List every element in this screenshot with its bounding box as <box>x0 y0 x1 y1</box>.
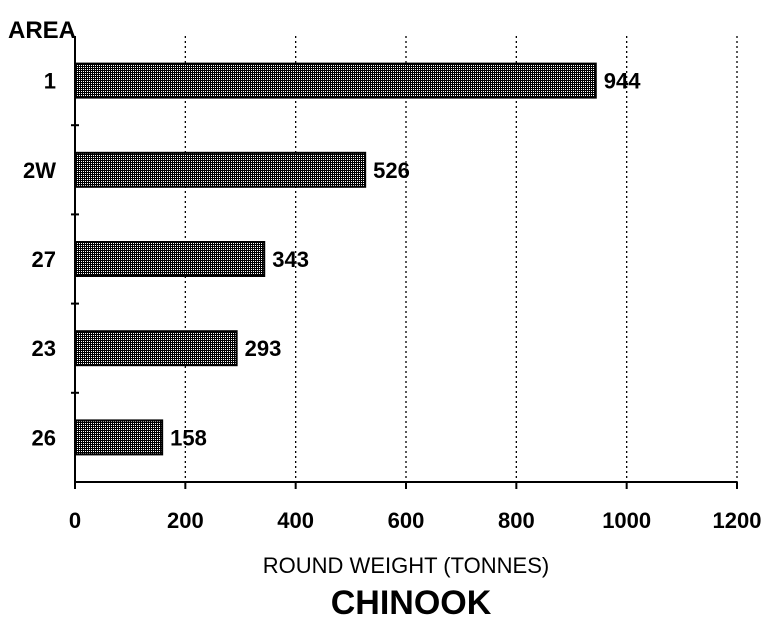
x-axis-label: ROUND WEIGHT (TONNES) <box>263 553 549 578</box>
bars: 944 1 526 2W 343 27 293 23 158 26 <box>23 62 641 456</box>
category-label: 2W <box>23 158 56 183</box>
bar <box>74 241 266 277</box>
category-label: 23 <box>32 336 56 361</box>
category-label: 26 <box>32 425 56 450</box>
grid-lines <box>184 36 738 482</box>
data-label: 944 <box>604 69 641 94</box>
category-label: 27 <box>32 247 56 272</box>
x-tick-label: 0 <box>69 508 81 533</box>
data-label: 293 <box>245 336 282 361</box>
x-tick-label: 1000 <box>602 508 651 533</box>
y-axis-label: AREA <box>8 17 76 44</box>
chart-title: CHINOOK <box>331 584 492 622</box>
data-label: 343 <box>272 247 309 272</box>
category-label: 1 <box>44 69 56 94</box>
x-tick-label: 600 <box>388 508 425 533</box>
x-tick-label: 1200 <box>713 508 762 533</box>
x-tick-label: 400 <box>277 508 314 533</box>
bar <box>74 151 367 188</box>
bar <box>74 330 238 367</box>
bar <box>74 62 597 99</box>
x-tick-label: 800 <box>498 508 535 533</box>
x-ticks: 0 200 400 600 800 1000 1200 <box>69 482 762 533</box>
data-label: 158 <box>170 425 207 450</box>
x-tick-label: 200 <box>167 508 204 533</box>
data-label: 526 <box>373 158 410 183</box>
bar <box>74 419 164 456</box>
y-ticks <box>71 124 79 394</box>
